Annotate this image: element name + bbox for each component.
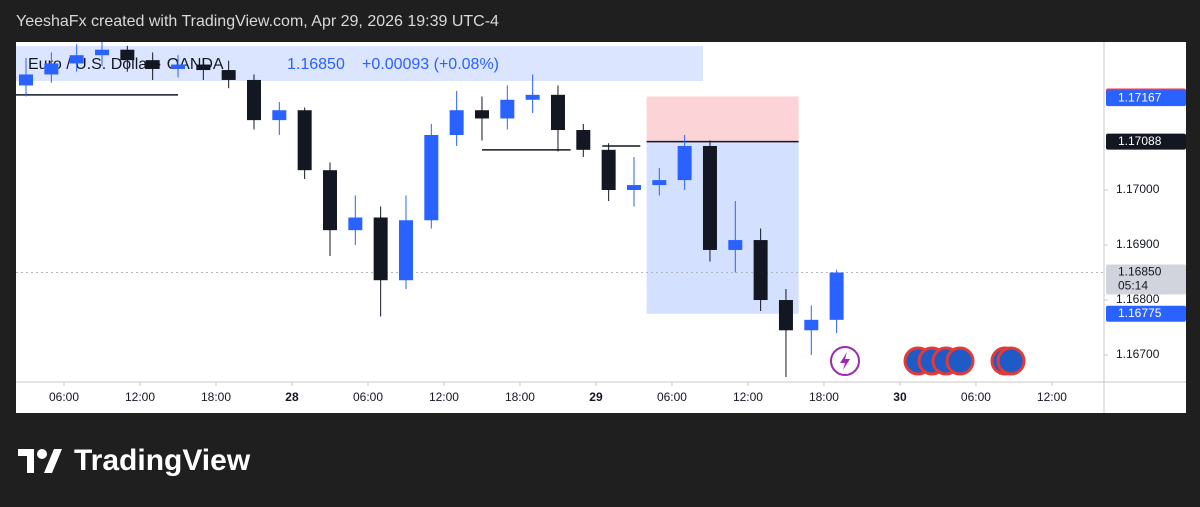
x-tick-label: 06:00 <box>49 390 79 404</box>
x-tick-label: 12:00 <box>1037 390 1067 404</box>
candle-body <box>677 145 692 181</box>
candle-body <box>550 94 565 131</box>
price-tag <box>1106 90 1186 107</box>
y-tick-label: 1.17000 <box>1116 182 1160 196</box>
price-tag <box>1106 133 1186 150</box>
candle-body <box>474 110 489 119</box>
x-tick-label: 18:00 <box>201 390 231 404</box>
legend-change: +0.00093 (+0.08%) <box>362 56 499 73</box>
candle-body <box>95 49 110 56</box>
y-tick-label: 1.16700 <box>1116 347 1160 361</box>
candle-body <box>398 220 413 281</box>
candle-body <box>348 217 363 231</box>
x-tick-label: 18:00 <box>505 390 535 404</box>
candle-body <box>44 63 59 75</box>
x-tick-label: 06:00 <box>657 390 687 404</box>
candle-body <box>196 64 211 71</box>
candle-body <box>120 49 135 61</box>
x-tick-label: 29 <box>589 390 603 404</box>
price-tag-label: 1.17088 <box>1118 134 1162 148</box>
candle-body <box>297 110 312 171</box>
lightning <box>840 352 850 370</box>
candle-body <box>525 94 540 100</box>
candle-body <box>702 145 717 250</box>
chart-panel <box>16 42 1186 413</box>
candle-body <box>272 110 287 121</box>
y-tick-label: 1.16900 <box>1116 237 1160 251</box>
x-tick-label: 12:00 <box>125 390 155 404</box>
legend-price: 1.16850 <box>287 56 345 73</box>
candle-body <box>652 180 667 186</box>
candle-body <box>601 149 616 190</box>
price-tag <box>1106 264 1186 295</box>
candle-body <box>728 240 743 250</box>
candle-body <box>246 79 261 121</box>
candle-body <box>322 170 337 231</box>
price-tag-label: 1.16850 <box>1118 265 1162 279</box>
brand-logo <box>18 449 62 473</box>
candle-body <box>19 74 34 86</box>
price-tag-label: 1.16775 <box>1118 306 1162 320</box>
candle-body <box>424 134 439 221</box>
brand: TradingView <box>74 444 251 477</box>
price-tag <box>1106 305 1186 322</box>
x-tick-label: 12:00 <box>429 390 459 404</box>
candle-body <box>778 300 793 331</box>
candle-body <box>500 99 515 119</box>
x-tick-label: 18:00 <box>809 390 839 404</box>
x-tick-label: 06:00 <box>961 390 991 404</box>
x-tick-label: 28 <box>285 390 299 404</box>
x-tick-label: 06:00 <box>353 390 383 404</box>
candle-body <box>449 110 464 135</box>
target-zone <box>646 141 799 314</box>
stop-zone <box>646 96 799 142</box>
event-icons <box>830 346 1026 376</box>
flags[interactable] <box>903 346 1026 376</box>
candle-body <box>69 55 84 64</box>
header: YeeshaFx created with TradingView.com, A… <box>16 13 499 30</box>
candle-body <box>170 64 185 69</box>
candle-body <box>804 319 819 331</box>
candle-body <box>829 272 844 320</box>
x-tick-label: 30 <box>893 390 907 404</box>
countdown: 05:14 <box>1118 279 1148 293</box>
candle-body <box>373 217 388 281</box>
candle-body <box>221 70 236 80</box>
price-tag-label: 1.17167 <box>1118 90 1162 104</box>
candle-body <box>626 185 641 190</box>
x-tick-label: 12:00 <box>733 390 763 404</box>
y-tick-label: 1.16800 <box>1116 292 1160 306</box>
plot: Euro / U.S. Dollar · OANDA 1.16850 +0.0009… <box>16 42 1160 404</box>
candle-body <box>753 240 768 301</box>
candle-body <box>145 60 160 69</box>
candle-body <box>576 130 591 150</box>
